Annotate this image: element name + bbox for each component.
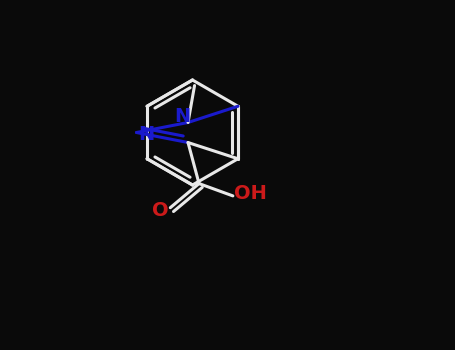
Text: N: N bbox=[138, 126, 155, 145]
Text: O: O bbox=[152, 201, 169, 220]
Text: N: N bbox=[174, 107, 190, 126]
Text: OH: OH bbox=[234, 184, 267, 203]
